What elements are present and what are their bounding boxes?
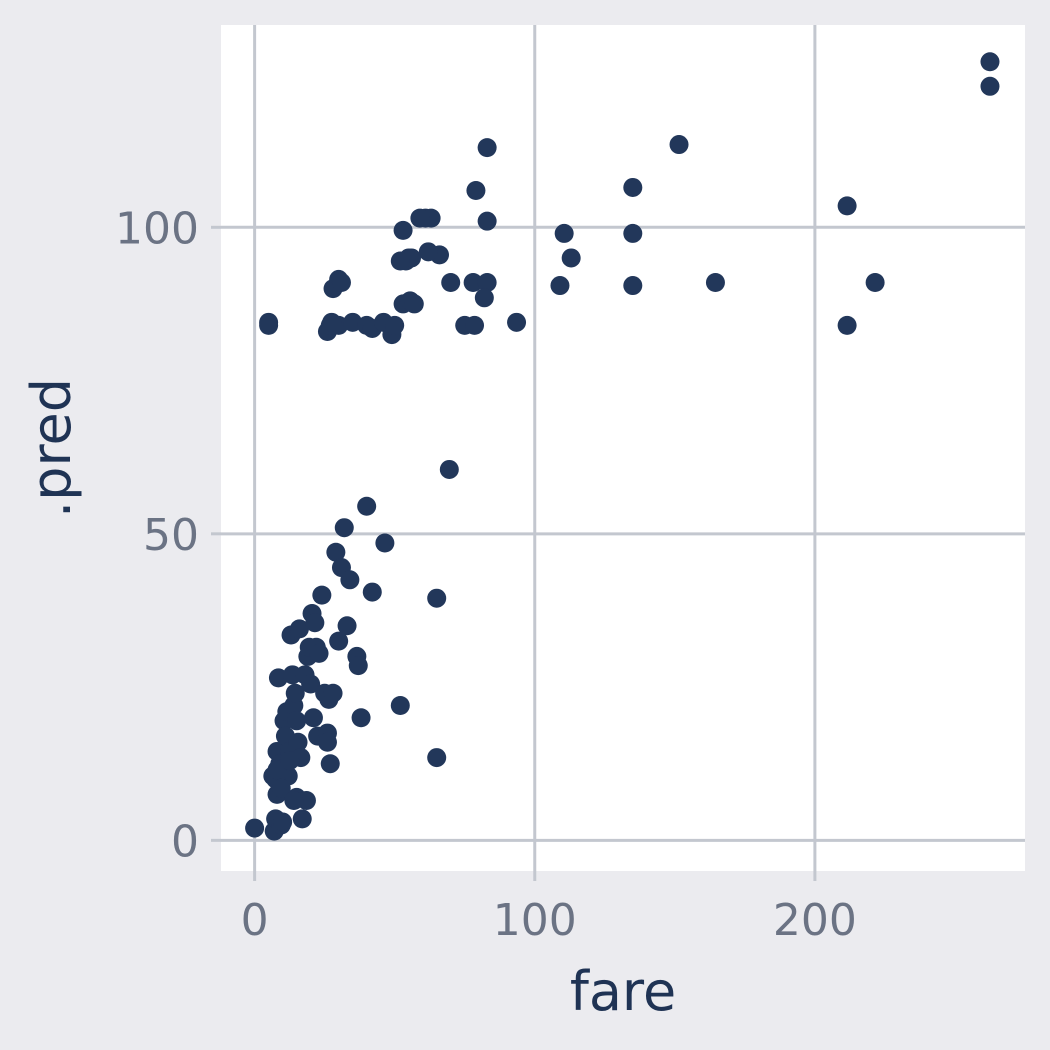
data-point	[427, 588, 447, 608]
data-point	[322, 312, 342, 332]
data-point	[288, 732, 308, 752]
data-point	[292, 809, 312, 829]
data-point	[334, 518, 354, 538]
data-point	[474, 288, 494, 308]
y-tick-labels: 0 50 100	[115, 203, 199, 867]
data-point	[980, 76, 1000, 96]
data-points	[245, 52, 1000, 841]
data-point	[289, 619, 309, 639]
data-point	[390, 695, 410, 715]
x-tick-labels: 0 100 200	[241, 895, 857, 946]
data-point	[309, 643, 329, 663]
data-point	[837, 315, 857, 335]
data-point	[329, 631, 349, 651]
data-point	[348, 656, 368, 676]
y-tick-label: 100	[115, 203, 199, 254]
data-point	[477, 272, 497, 292]
y-gridlines	[211, 225, 1025, 842]
data-point	[375, 533, 395, 553]
data-point	[427, 748, 447, 768]
x-tick-label: 200	[773, 895, 857, 946]
data-point	[351, 708, 371, 728]
data-point	[507, 312, 527, 332]
data-point	[418, 242, 438, 262]
y-tick-label: 0	[171, 816, 199, 867]
data-point	[705, 272, 725, 292]
data-point	[326, 542, 346, 562]
data-point	[865, 272, 885, 292]
data-point	[980, 52, 1000, 72]
data-point	[287, 711, 307, 731]
data-point	[285, 683, 305, 703]
data-point	[554, 223, 574, 243]
data-point	[357, 496, 377, 516]
data-point	[669, 135, 689, 155]
y-tick-label: 50	[143, 510, 199, 561]
data-point	[404, 294, 424, 314]
data-point	[284, 791, 304, 810]
data-point	[303, 708, 323, 728]
data-point	[317, 732, 337, 752]
y-axis-title: .pred	[20, 378, 83, 518]
data-point	[245, 818, 265, 838]
data-point	[271, 778, 291, 798]
data-point	[623, 223, 643, 243]
data-point	[280, 751, 300, 771]
data-point	[385, 315, 405, 335]
data-point	[623, 276, 643, 296]
data-point	[465, 315, 485, 335]
x-tick-label: 0	[241, 895, 269, 946]
data-point	[337, 616, 357, 636]
data-point	[390, 251, 410, 271]
data-point	[320, 754, 340, 774]
data-point	[259, 312, 279, 332]
data-point	[340, 570, 360, 590]
data-point	[466, 181, 486, 201]
x-gridlines	[253, 25, 817, 881]
data-point	[561, 248, 581, 268]
x-tick-label: 100	[493, 895, 577, 946]
x-axis-title: fare	[570, 960, 676, 1023]
data-point	[362, 582, 382, 602]
data-point	[623, 177, 643, 197]
data-point	[305, 613, 325, 633]
data-point	[837, 196, 857, 216]
data-point	[323, 683, 343, 703]
data-point	[301, 674, 321, 694]
data-point	[441, 272, 461, 292]
data-point	[393, 220, 413, 240]
data-point	[463, 272, 483, 292]
data-point	[410, 208, 430, 228]
data-point	[331, 272, 351, 292]
data-point	[439, 459, 459, 479]
data-point	[477, 138, 497, 158]
data-point	[550, 276, 570, 296]
plot-panel	[221, 25, 1025, 871]
data-point	[312, 585, 332, 605]
data-point	[273, 812, 293, 832]
data-point	[477, 211, 497, 231]
